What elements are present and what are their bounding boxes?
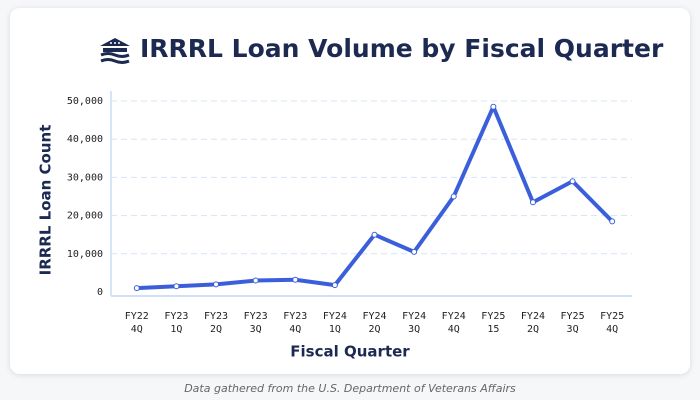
point [133, 285, 140, 292]
x-tick-label: 4Q [289, 324, 301, 335]
x-tick-label: FY23 [283, 311, 307, 322]
x-tick-label: 4Q [448, 324, 460, 335]
x-tick-label: FY24 [323, 311, 347, 322]
x-tick-label: 1Q [170, 324, 182, 335]
x-axis-label: Fiscal Quarter [290, 343, 410, 361]
x-tick-label: 3Q [567, 324, 579, 335]
x-tick-label: FY24 [402, 311, 426, 322]
point [490, 103, 497, 110]
x-tick-label: FY23 [204, 311, 228, 322]
point [371, 231, 378, 238]
point [173, 283, 180, 290]
point [529, 199, 536, 206]
caption: Data gathered from the U.S. Department o… [184, 382, 516, 395]
point [609, 218, 616, 225]
point [331, 282, 338, 289]
x-tick-label: FY24 [362, 311, 386, 322]
x-tick-label: 1Q [329, 324, 341, 335]
y-tick-label: 30,000 [67, 172, 103, 183]
x-tick-label: FY25 [481, 311, 505, 322]
x-tick-label: 3Q [250, 324, 262, 335]
x-tick-label: FY25 [600, 311, 624, 322]
point [213, 281, 220, 288]
y-tick-label: 40,000 [67, 134, 103, 145]
x-tick-label: FY23 [164, 311, 188, 322]
card [10, 8, 690, 374]
x-tick-label: 2Q [210, 324, 222, 335]
point [252, 277, 259, 284]
title-icon [100, 38, 130, 64]
y-tick-label: 50,000 [67, 96, 103, 107]
y-tick-label: 10,000 [67, 249, 103, 260]
chart-title: IRRRL Loan Volume by Fiscal Quarter [140, 34, 664, 63]
point [292, 276, 299, 283]
x-tick-label: FY24 [442, 311, 466, 322]
y-tick-label: 20,000 [67, 211, 103, 222]
y-tick-label: 0 [97, 287, 103, 298]
x-tick-label: 15 [487, 324, 499, 335]
point [569, 178, 576, 185]
x-tick-label: FY23 [244, 311, 268, 322]
x-tick-label: FY25 [561, 311, 585, 322]
point [411, 248, 418, 255]
x-tick-label: 4Q [131, 324, 143, 335]
x-tick-label: 2Q [368, 324, 380, 335]
x-tick-label: 2Q [527, 324, 539, 335]
x-tick-label: 4Q [606, 324, 618, 335]
point [450, 193, 457, 200]
x-tick-label: FY22 [125, 311, 149, 322]
y-axis-label: IRRRL Loan Count [37, 125, 55, 276]
x-tick-label: 3Q [408, 324, 420, 335]
x-tick-label: FY24 [521, 311, 545, 322]
